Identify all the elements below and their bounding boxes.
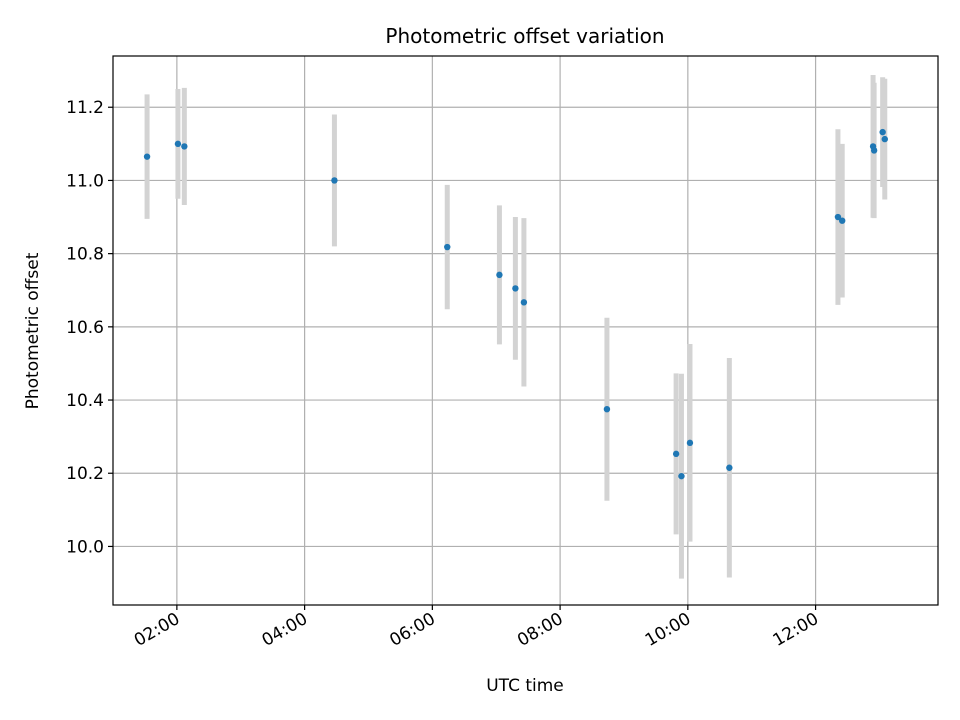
data-point bbox=[143, 153, 151, 160]
y-tick-label: 10.8 bbox=[66, 245, 104, 265]
y-axis-ticks: 10.0 10.2 10.4 10.6 10.8 11.0 11.2 bbox=[66, 98, 113, 557]
y-tick-label: 10.4 bbox=[66, 391, 104, 411]
data-point bbox=[331, 177, 338, 184]
data-point bbox=[838, 217, 846, 224]
y-tick-label: 10.6 bbox=[66, 318, 104, 338]
plot-area-frame bbox=[112, 55, 939, 606]
data-point bbox=[881, 135, 888, 143]
data-point bbox=[834, 213, 842, 221]
data-point bbox=[726, 464, 733, 471]
y-tick-label: 11.0 bbox=[66, 171, 104, 191]
data-point bbox=[174, 140, 182, 148]
data-points bbox=[143, 128, 888, 480]
y-axis-title: Photometric offset bbox=[23, 252, 43, 409]
data-point bbox=[520, 299, 528, 306]
data-point bbox=[603, 405, 611, 413]
chart-title: Photometric offset variation bbox=[385, 24, 664, 48]
x-axis-title: UTC time bbox=[486, 676, 564, 696]
data-point bbox=[672, 450, 680, 458]
y-tick-label: 10.2 bbox=[66, 464, 104, 484]
data-point bbox=[870, 147, 878, 154]
data-point bbox=[686, 439, 694, 447]
data-point bbox=[678, 472, 685, 480]
data-point bbox=[496, 271, 503, 279]
data-point bbox=[444, 243, 451, 251]
data-point bbox=[512, 285, 519, 292]
y-tick-label: 11.2 bbox=[66, 98, 104, 118]
data-point bbox=[879, 128, 886, 136]
y-tick-label: 10.0 bbox=[66, 537, 104, 557]
data-point bbox=[181, 143, 188, 150]
